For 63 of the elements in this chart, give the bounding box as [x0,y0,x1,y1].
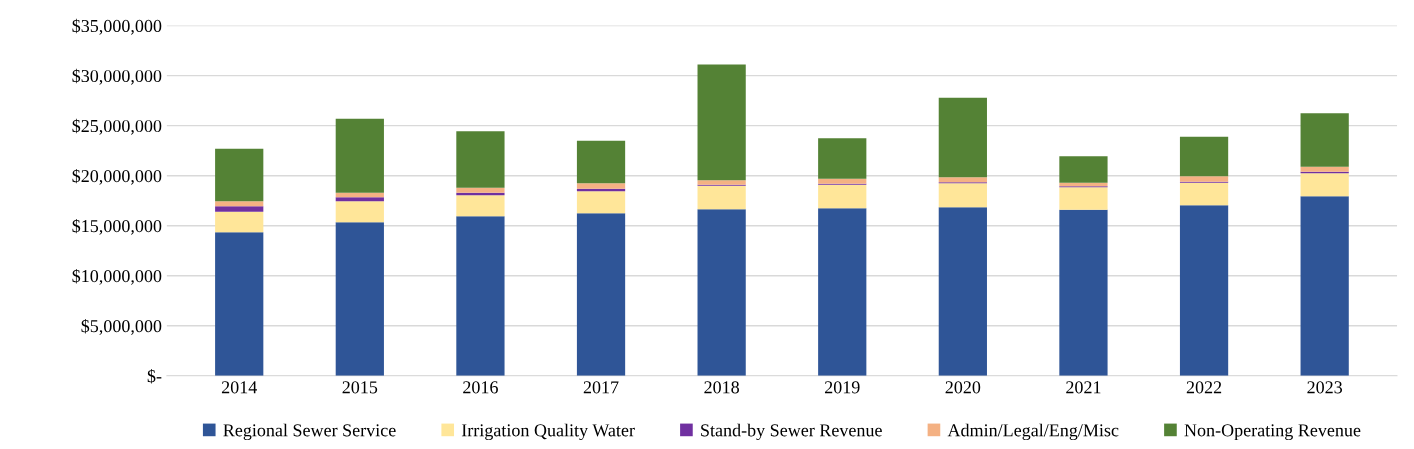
bar [456,195,505,217]
bar [697,64,746,181]
bar [1179,176,1229,182]
x-tick-label: 2016 [463,381,498,394]
bar [1059,209,1108,376]
bar [576,213,626,376]
x-tick-label: 2015 [342,381,378,394]
x-tick-label: 2018 [704,381,740,394]
bar [335,222,384,376]
bar [335,118,384,193]
bar [697,185,746,210]
y-tick-label: $5,000,000 [81,318,162,335]
x-tick-label: 2017 [583,381,619,394]
bar [818,208,867,376]
bar [1179,136,1229,177]
bar [215,211,264,233]
x-tick-label: 2020 [945,381,981,394]
bar [215,206,264,212]
bar [215,232,264,376]
y-tick-label: $20,000,000 [72,168,162,185]
bar [818,178,867,184]
bar [938,177,987,183]
bar [456,131,505,188]
bar [1179,182,1229,206]
bar [335,197,384,202]
bar [456,216,505,376]
x-tick-label: 2014 [221,381,257,394]
legend-label: Non-Operating Revenue [1184,424,1361,441]
bar [818,138,867,179]
x-tick-label: 2019 [824,381,860,394]
bar [1300,173,1349,197]
legend-label: Admin/Legal/Eng/Misc [947,423,1119,441]
bar [697,209,746,376]
bar [1300,113,1349,167]
bar [697,180,746,185]
y-tick-label: $35,000,000 [72,18,162,35]
bar [938,97,987,178]
bar [1179,205,1229,376]
bar [215,201,264,207]
bar [576,191,626,214]
bar [1300,166,1349,172]
legend-label: Stand-by Sewer Revenue [701,423,882,441]
y-tick-label: $- [147,369,162,384]
bar [215,148,264,202]
y-tick-label: $15,000,000 [72,218,162,235]
y-tick-label: $30,000,000 [72,68,162,85]
bar [938,183,987,208]
y-tick-label: $25,000,000 [72,118,162,135]
bar [1300,196,1349,376]
y-tick-label: $10,000,000 [72,268,162,285]
bar [938,207,987,376]
bar [456,187,505,193]
x-tick-label: 2023 [1307,381,1343,394]
bar [1059,187,1108,210]
x-tick-label: 2022 [1186,381,1222,394]
legend-label: Irrigation Quality Water [461,423,635,441]
bar [335,201,384,223]
bar [576,183,626,189]
bar [1059,156,1108,183]
legend-label: Regional Sewer Service [223,423,396,441]
bar [576,140,626,184]
bar [818,184,867,209]
x-tick-label: 2021 [1066,381,1101,394]
